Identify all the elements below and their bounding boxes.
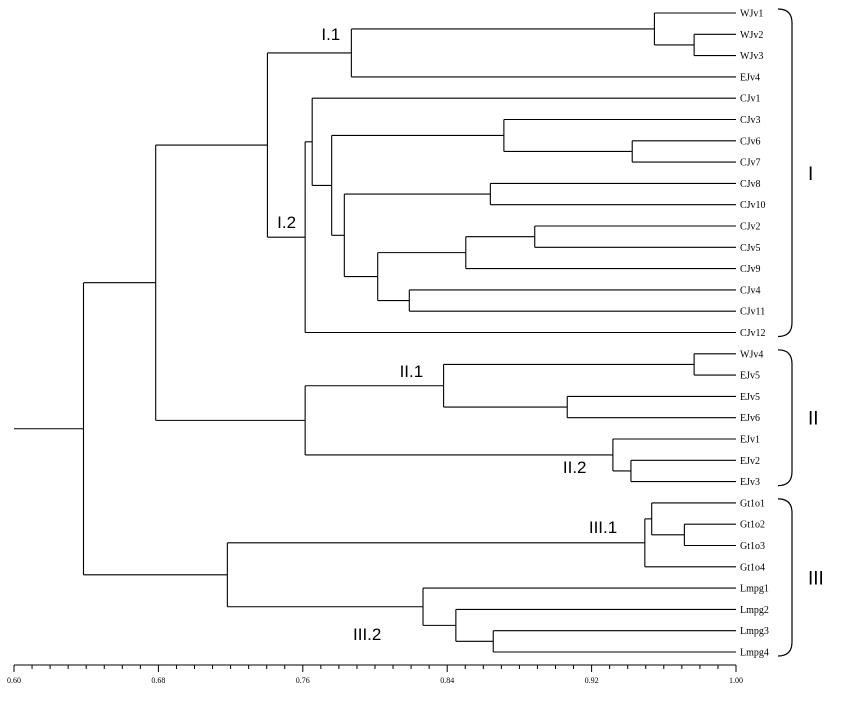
leaf-label: CJv12: [740, 328, 766, 339]
leaf-labels: WJv1 WJv2 WJv3 EJv4 CJv1 CJv3 CJv6 CJv7 CJv8 CJv1…: [740, 9, 769, 659]
group-brace: [777, 349, 793, 487]
leaf-label: EJv6: [740, 413, 760, 424]
group-brace: [777, 498, 793, 657]
leaf-label: CJv5: [740, 243, 761, 254]
leaf-label: Lmpg2: [740, 605, 769, 616]
leaf-label: EJv2: [740, 456, 760, 467]
leaf-label: CJv9: [740, 264, 761, 275]
leaf-label: Lmpg1: [740, 584, 769, 595]
leaf-label: WJv3: [740, 51, 763, 62]
clade-label: III.1: [589, 518, 617, 537]
clade-label: I.2: [277, 213, 296, 232]
leaf-label: EJv3: [740, 477, 760, 488]
clade-label: II.2: [563, 458, 587, 477]
leaf-label: EJv1: [740, 435, 760, 446]
leaf-label: CJv2: [740, 222, 761, 233]
leaf-label: CJv3: [740, 115, 761, 126]
leaf-label: CJv4: [740, 285, 761, 296]
leaf-label: WJv4: [740, 349, 763, 360]
leaf-label: CJv10: [740, 200, 766, 211]
group-label: II: [808, 409, 819, 430]
axis-tick-label: 0.92: [585, 676, 599, 685]
leaf-label: WJv2: [740, 30, 763, 41]
leaf-label: CJv6: [740, 136, 761, 147]
leaf-label: CJv1: [740, 94, 761, 105]
axis-tick-label: 0.84: [440, 676, 454, 685]
clade-labels: I.1 I.2 II.1 II.2 III.1 III.2: [277, 25, 617, 644]
leaf-label: Lmpg3: [740, 626, 769, 637]
leaf-label: Lmpg4: [740, 648, 769, 659]
tree-branches: [14, 12, 736, 653]
group-brace: [777, 8, 793, 338]
leaf-label: CJv11: [740, 307, 765, 318]
clade-label: I.1: [321, 25, 340, 44]
leaf-label: EJv5: [740, 392, 760, 403]
leaf-label: Gt1o4: [740, 562, 765, 573]
group-label: III: [808, 568, 824, 589]
axis-tick-label: 0.76: [296, 676, 310, 685]
axis-tick-label: 0.68: [151, 676, 165, 685]
clade-label: III.2: [353, 625, 381, 644]
leaf-label: CJv8: [740, 179, 761, 190]
leaf-label: EJv4: [740, 72, 760, 83]
leaf-label: Gt1o2: [740, 520, 765, 531]
leaf-label: WJv1: [740, 9, 763, 20]
group-label: I: [808, 164, 813, 185]
similarity-axis: 0.60 0.68 0.76 0.84 0.92 1.00: [7, 664, 743, 685]
leaf-label: CJv7: [740, 158, 761, 169]
axis-tick-label: 0.60: [7, 676, 21, 685]
clade-label: II.1: [400, 362, 424, 381]
leaf-label: EJv5: [740, 371, 760, 382]
leaf-label: Gt1o3: [740, 541, 765, 552]
axis-tick-label: 1.00: [729, 676, 743, 685]
leaf-label: Gt1o1: [740, 498, 765, 509]
